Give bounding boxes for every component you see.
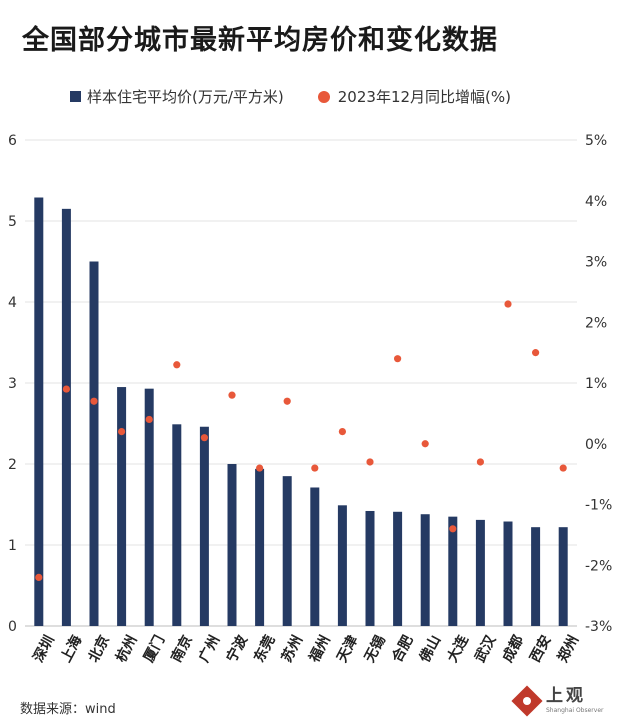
- category-label: 宁波: [223, 632, 252, 666]
- bar: [531, 527, 541, 626]
- left-tick-label: 2: [8, 457, 17, 473]
- legend-item-bar: 样本住宅平均价(万元/平方米): [70, 86, 284, 107]
- category-label: 上海: [57, 632, 85, 665]
- legend-bar-swatch: [70, 91, 81, 102]
- left-tick-label: 6: [8, 133, 17, 149]
- bar: [310, 487, 320, 626]
- category-label: 天津: [333, 632, 361, 665]
- growth-dot: [145, 415, 153, 424]
- category-label: 东莞: [250, 632, 278, 665]
- bar: [365, 510, 375, 626]
- category-label: 合肥: [388, 632, 416, 665]
- logo-subtext: Shanghai Observer: [546, 707, 604, 714]
- right-tick-label: 5%: [585, 133, 607, 149]
- growth-dot: [504, 300, 512, 308]
- growth-dot: [449, 525, 457, 533]
- category-label: 郑州: [554, 632, 582, 665]
- category-label: 南京: [168, 632, 196, 665]
- right-tick-label: -1%: [585, 498, 612, 514]
- category-label: 成都: [499, 632, 527, 665]
- right-tick-label: 1%: [585, 376, 607, 392]
- data-source: 数据来源：wind: [20, 702, 116, 717]
- logo-text: 上观: [546, 686, 586, 706]
- bar: [34, 197, 44, 626]
- bar: [420, 514, 430, 626]
- bar: [61, 208, 71, 626]
- bar: [89, 261, 99, 626]
- bar: [117, 387, 127, 626]
- growth-dot: [559, 464, 567, 472]
- right-tick-label: 0%: [585, 437, 607, 453]
- left-tick-label: 1: [8, 538, 17, 554]
- category-label: 杭州: [112, 632, 140, 665]
- growth-dot: [228, 391, 236, 399]
- category-label: 广州: [195, 632, 223, 665]
- growth-dot: [421, 440, 429, 448]
- bar: [448, 516, 458, 626]
- bar: [227, 464, 237, 626]
- growth-dot: [62, 385, 70, 393]
- right-tick-label: -3%: [585, 619, 612, 635]
- growth-dot: [200, 434, 208, 442]
- right-tick-label: -2%: [585, 558, 612, 574]
- category-label: 武汉: [471, 632, 500, 666]
- legend: 样本住宅平均价(万元/平方米) 2023年12月同比增幅(%): [70, 86, 545, 107]
- legend-bar-label: 样本住宅平均价(万元/平方米): [87, 88, 284, 106]
- category-label: 佛山: [416, 632, 445, 666]
- growth-dot: [394, 355, 402, 363]
- bar: [558, 527, 568, 626]
- category-label: 西安: [526, 632, 554, 665]
- bar: [393, 511, 403, 626]
- growth-dot: [476, 458, 484, 466]
- category-label: 无锡: [360, 632, 389, 666]
- legend-item-dot: 2023年12月同比增幅(%): [317, 86, 511, 107]
- growth-dot: [118, 428, 126, 436]
- bar: [255, 468, 265, 626]
- right-tick-label: 2%: [585, 315, 607, 331]
- growth-dot: [283, 397, 291, 405]
- category-label: 大连: [444, 632, 473, 666]
- growth-dot: [173, 361, 181, 369]
- category-label: 厦门: [140, 632, 168, 665]
- bar: [172, 424, 182, 626]
- publisher-logo: 上观 Shanghai Observer: [511, 685, 604, 717]
- bar: [475, 519, 485, 626]
- right-tick-label: 3%: [585, 255, 607, 271]
- category-label: 深圳: [30, 632, 58, 665]
- growth-dot: [256, 464, 264, 472]
- right-tick-label: 4%: [585, 194, 607, 210]
- bar: [503, 521, 513, 626]
- category-label: 北京: [85, 632, 113, 665]
- left-tick-label: 5: [8, 214, 17, 230]
- bar: [337, 505, 347, 626]
- left-tick-label: 3: [8, 376, 17, 392]
- growth-dot: [532, 349, 540, 357]
- left-tick-label: 4: [8, 295, 17, 311]
- bar: [144, 388, 154, 626]
- category-label: 福州: [305, 632, 334, 666]
- growth-dot: [366, 458, 374, 466]
- growth-dot: [338, 428, 346, 436]
- bar: [199, 426, 209, 626]
- growth-dot: [35, 573, 43, 582]
- chart-title: 全国部分城市最新平均房价和变化数据: [22, 25, 498, 56]
- legend-dot-label: 2023年12月同比增幅(%): [337, 88, 511, 106]
- legend-dot-swatch: [317, 90, 330, 103]
- category-label: 苏州: [278, 632, 306, 665]
- logo-mark-icon: [511, 685, 543, 717]
- growth-dot: [90, 397, 98, 405]
- left-tick-label: 0: [8, 619, 17, 635]
- bar: [282, 476, 292, 626]
- growth-dot: [311, 464, 319, 472]
